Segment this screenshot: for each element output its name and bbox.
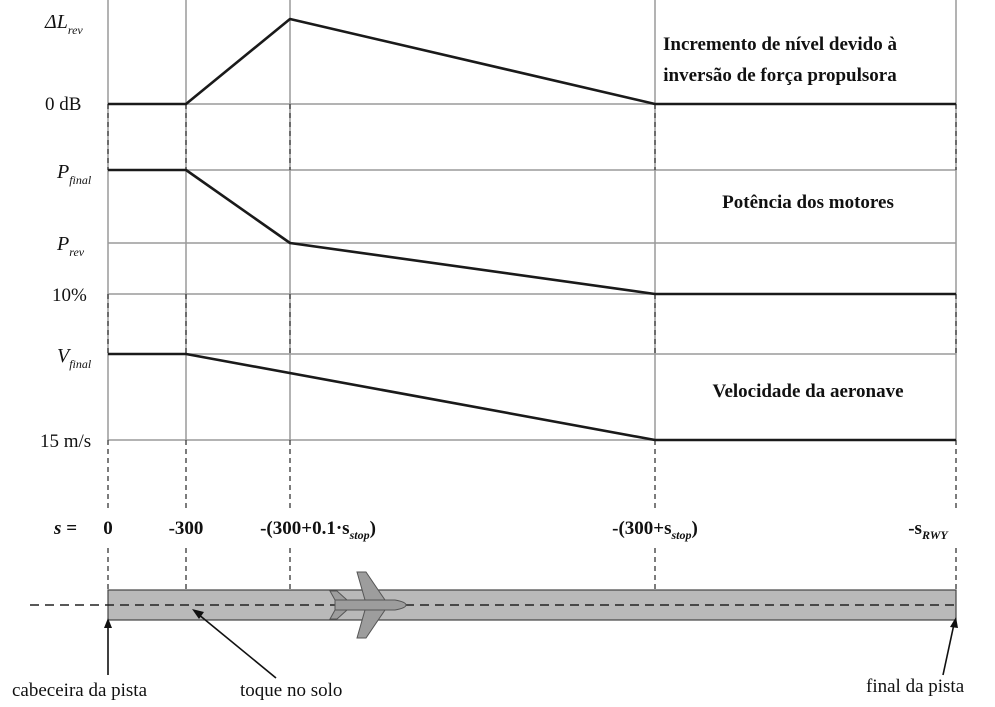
zero-db-label: 0 dB [45, 94, 81, 115]
level-panel-title-line2: inversão de força propulsora [663, 65, 897, 86]
power-panel-title: Potência dos motores [722, 192, 894, 213]
level-increment-curve [108, 17, 956, 106]
s-tick-300-plus-sstop: -(300+sstop) [612, 518, 698, 542]
s-axis-prefix: s = [53, 518, 77, 539]
runway [30, 589, 957, 621]
fifteen-ms-label: 15 m/s [40, 431, 91, 452]
runway-arrows [104, 609, 958, 679]
p-rev-label: Prev [56, 233, 85, 259]
engine-power-curve [108, 168, 956, 296]
s-tick-300-plus-tenth-sstop: -(300+0.1·sstop) [260, 518, 376, 542]
s-tick-0: 0 [103, 518, 113, 539]
v-final-label: Vfinal [57, 345, 92, 371]
touchdown-label: toque no solo [240, 680, 342, 701]
delta-l-rev-label: ΔLrev [44, 11, 83, 37]
runway-start-label: cabeceira da pista [12, 680, 148, 701]
s-tick-300: -300 [169, 518, 204, 539]
runway-end-label: final da pista [866, 676, 965, 697]
p-final-label: Pfinal [56, 161, 92, 187]
level-panel-title-line1: Incremento de nível devido à [663, 34, 897, 55]
aircraft-icon [329, 571, 407, 639]
aircraft-speed-curve [108, 352, 956, 442]
s-tick-srwy: -sRWY [908, 518, 949, 542]
speed-panel-title: Velocidade da aeronave [712, 381, 903, 402]
ten-percent-label: 10% [52, 285, 87, 306]
dashed-guides [107, 104, 957, 590]
